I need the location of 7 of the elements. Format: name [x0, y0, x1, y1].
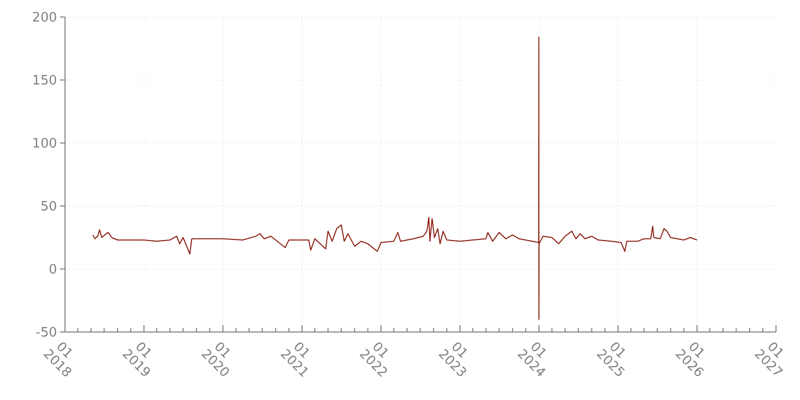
- y-tick-label: -50: [36, 326, 57, 341]
- y-tick-label: 200: [32, 10, 57, 26]
- y-tick-label: 0: [48, 262, 57, 278]
- y-tick-label: 100: [32, 136, 57, 152]
- line-series: [92, 36, 698, 320]
- y-tick-label: 150: [32, 74, 57, 89]
- y-tick-label: 50: [40, 200, 57, 215]
